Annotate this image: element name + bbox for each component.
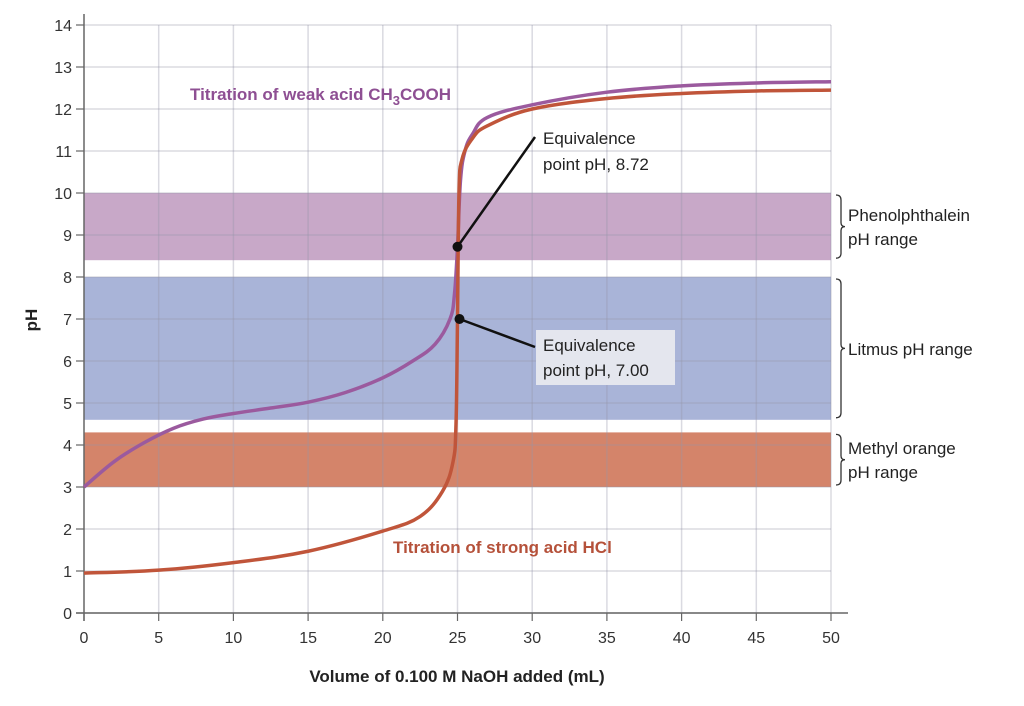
series-line-0	[82, 79, 832, 489]
weak-acid-label: Titration of weak acid CH3COOH	[190, 85, 451, 108]
y-axis-label: pH	[22, 309, 41, 332]
annotation-box-7	[536, 330, 675, 385]
annotation-700-line2: point pH, 7.00	[543, 361, 649, 380]
equivalence-point-0	[452, 241, 463, 252]
y-tick-label: 6	[63, 354, 72, 371]
y-tick-label: 5	[63, 396, 72, 413]
band-label-methyl-orange-2: pH range	[848, 463, 918, 482]
annotation-leader-1	[459, 317, 536, 349]
annotation-leader-0	[456, 136, 537, 248]
annotations	[452, 136, 537, 349]
x-tick-label: 45	[747, 630, 765, 647]
y-tick-label: 13	[54, 60, 72, 77]
band-label-phenolphthalein-2: pH range	[848, 230, 918, 249]
y-tick-label: 1	[63, 564, 72, 581]
y-tick-label: 12	[54, 102, 72, 119]
x-tick-label: 25	[449, 630, 467, 647]
x-tick-label: 35	[598, 630, 616, 647]
y-tick-label: 11	[55, 144, 72, 161]
band-label-litmus: Litmus pH range	[848, 340, 973, 359]
y-tick-label: 2	[63, 522, 72, 539]
x-axis-label: Volume of 0.100 M NaOH added (mL)	[309, 667, 604, 686]
bracket-1	[835, 278, 846, 419]
x-tick-label: 10	[225, 630, 243, 647]
x-tick-label: 5	[154, 630, 163, 647]
x-tick-label: 30	[523, 630, 541, 647]
y-tick-label: 9	[63, 228, 72, 245]
bracket-2	[835, 433, 846, 486]
x-tick-label: 15	[299, 630, 317, 647]
y-tick-label: 7	[63, 312, 72, 329]
equivalence-point-1	[454, 314, 465, 324]
y-tick-label: 8	[63, 270, 72, 287]
annotation-872-line1: Equivalence	[543, 129, 636, 148]
y-tick-label: 4	[63, 438, 72, 455]
x-tick-label: 40	[673, 630, 691, 647]
band-label-phenolphthalein-1: Phenolphthalein	[848, 206, 970, 225]
y-tick-label: 3	[63, 480, 72, 497]
y-tick-label: 0	[63, 606, 72, 623]
band-label-methyl-orange-1: Methyl orange	[848, 439, 956, 458]
y-tick-label: 10	[54, 186, 72, 203]
band-2	[84, 432, 831, 487]
y-tick-label: 14	[54, 18, 72, 35]
strong-acid-label: Titration of strong acid HCl	[393, 538, 612, 557]
annotation-700-line1: Equivalence	[543, 336, 636, 355]
x-tick-label: 20	[374, 630, 392, 647]
annotation-872-line2: point pH, 8.72	[543, 155, 649, 174]
x-tick-label: 0	[80, 630, 89, 647]
bracket-0	[835, 194, 846, 259]
x-tick-label: 50	[822, 630, 840, 647]
